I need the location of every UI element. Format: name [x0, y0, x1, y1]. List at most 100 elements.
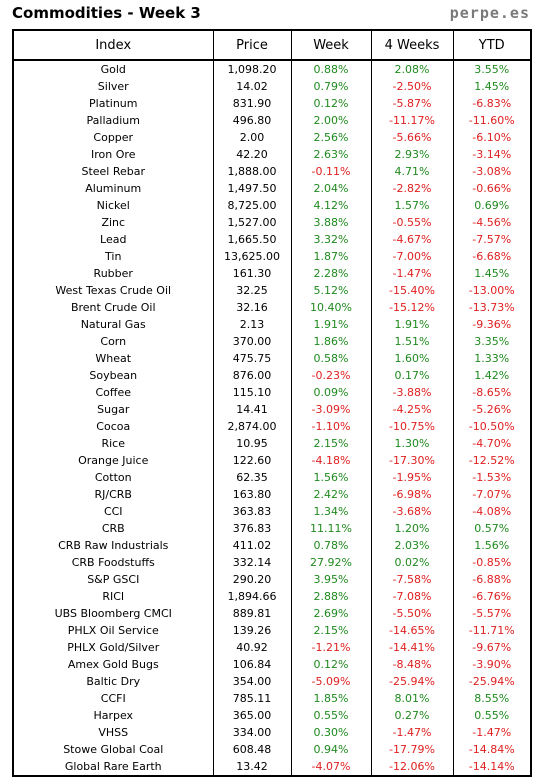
table-row: Stowe Global Coal 608.48 0.94% -17.79% -14.8… [12, 741, 532, 758]
column-header-index: Index [12, 30, 214, 61]
week-cell: 0.94% [290, 741, 372, 758]
table-row: Tin 13,625.00 1.87% -7.00% -6.68% [12, 248, 532, 265]
index-cell: Iron Ore [12, 146, 214, 163]
table-row: Global Rare Earth 13.42 -4.07% -12.06% -14.1… [12, 758, 532, 776]
week-cell: 2.63% [290, 146, 372, 163]
table-row: Brent Crude Oil 32.16 10.40% -15.12% -13.73% [12, 299, 532, 316]
ytd-cell: -0.85% [452, 554, 532, 571]
table-row: Orange Juice 122.60 -4.18% -17.30% -12.52% [12, 452, 532, 469]
index-cell: Harpex [12, 707, 214, 724]
price-cell: 889.81 [212, 605, 292, 622]
four-weeks-cell: -3.68% [370, 503, 454, 520]
week-cell: 2.42% [290, 486, 372, 503]
price-cell: 32.16 [212, 299, 292, 316]
price-cell: 2.00 [212, 129, 292, 146]
table-row: CCI 363.83 1.34% -3.68% -4.08% [12, 503, 532, 520]
ytd-cell: -6.10% [452, 129, 532, 146]
table-row: Lead 1,665.50 3.32% -4.67% -7.57% [12, 231, 532, 248]
four-weeks-cell: -2.82% [370, 180, 454, 197]
four-weeks-cell: -3.88% [370, 384, 454, 401]
week-cell: 2.88% [290, 588, 372, 605]
week-cell: 2.15% [290, 622, 372, 639]
week-cell: 1.56% [290, 469, 372, 486]
four-weeks-cell: -6.98% [370, 486, 454, 503]
four-weeks-cell: -1.95% [370, 469, 454, 486]
ytd-cell: -1.53% [452, 469, 532, 486]
four-weeks-cell: -12.06% [370, 758, 454, 776]
four-weeks-cell: -1.47% [370, 724, 454, 741]
index-cell: Wheat [12, 350, 214, 367]
four-weeks-cell: -17.30% [370, 452, 454, 469]
four-weeks-cell: 0.27% [370, 707, 454, 724]
week-cell: -1.10% [290, 418, 372, 435]
ytd-cell: 1.56% [452, 537, 532, 554]
price-cell: 365.00 [212, 707, 292, 724]
index-cell: Gold [12, 60, 214, 78]
price-cell: 106.84 [212, 656, 292, 673]
table-body: Gold 1,098.20 0.88% 2.08% 3.55% Silver 14.02 0.… [12, 60, 532, 776]
price-cell: 332.14 [212, 554, 292, 571]
week-cell: -3.09% [290, 401, 372, 418]
ytd-cell: -6.68% [452, 248, 532, 265]
table-row: Natural Gas 2.13 1.91% 1.91% -9.36% [12, 316, 532, 333]
ytd-cell: -4.08% [452, 503, 532, 520]
index-cell: Platinum [12, 95, 214, 112]
ytd-cell: -3.14% [452, 146, 532, 163]
four-weeks-cell: 2.03% [370, 537, 454, 554]
ytd-cell: 1.42% [452, 367, 532, 384]
ytd-cell: -6.88% [452, 571, 532, 588]
price-cell: 354.00 [212, 673, 292, 690]
week-cell: -0.23% [290, 367, 372, 384]
index-cell: Aluminum [12, 180, 214, 197]
ytd-cell: 0.69% [452, 197, 532, 214]
price-cell: 40.92 [212, 639, 292, 656]
price-cell: 14.41 [212, 401, 292, 418]
four-weeks-cell: -15.12% [370, 299, 454, 316]
price-cell: 876.00 [212, 367, 292, 384]
column-header-4-weeks: 4 Weeks [370, 30, 454, 61]
ytd-cell: -13.73% [452, 299, 532, 316]
index-cell: CRB [12, 520, 214, 537]
index-cell: Baltic Dry [12, 673, 214, 690]
table-row: RJ/CRB 163.80 2.42% -6.98% -7.07% [12, 486, 532, 503]
week-cell: 10.40% [290, 299, 372, 316]
week-cell: 1.34% [290, 503, 372, 520]
price-cell: 475.75 [212, 350, 292, 367]
week-cell: 2.15% [290, 435, 372, 452]
column-header-price: Price [212, 30, 292, 61]
index-cell: Lead [12, 231, 214, 248]
four-weeks-cell: 1.60% [370, 350, 454, 367]
ytd-cell: -5.26% [452, 401, 532, 418]
table-row: Corn 370.00 1.86% 1.51% 3.35% [12, 333, 532, 350]
ytd-cell: -7.07% [452, 486, 532, 503]
four-weeks-cell: 2.93% [370, 146, 454, 163]
ytd-cell: 1.45% [452, 265, 532, 282]
ytd-cell: 1.33% [452, 350, 532, 367]
table-row: Rice 10.95 2.15% 1.30% -4.70% [12, 435, 532, 452]
price-cell: 376.83 [212, 520, 292, 537]
ytd-cell: 0.55% [452, 707, 532, 724]
ytd-cell: -13.00% [452, 282, 532, 299]
week-cell: 1.85% [290, 690, 372, 707]
week-cell: -5.09% [290, 673, 372, 690]
table-row: CRB Foodstuffs 332.14 27.92% 0.02% -0.85% [12, 554, 532, 571]
ytd-cell: -3.90% [452, 656, 532, 673]
four-weeks-cell: -8.48% [370, 656, 454, 673]
index-cell: Cocoa [12, 418, 214, 435]
four-weeks-cell: -25.94% [370, 673, 454, 690]
week-cell: 5.12% [290, 282, 372, 299]
index-cell: CCFI [12, 690, 214, 707]
ytd-cell: -9.36% [452, 316, 532, 333]
four-weeks-cell: -5.50% [370, 605, 454, 622]
price-cell: 496.80 [212, 112, 292, 129]
ytd-cell: -7.57% [452, 231, 532, 248]
index-cell: CRB Raw Industrials [12, 537, 214, 554]
four-weeks-cell: -4.25% [370, 401, 454, 418]
price-cell: 122.60 [212, 452, 292, 469]
four-weeks-cell: 8.01% [370, 690, 454, 707]
four-weeks-cell: 2.08% [370, 60, 454, 78]
week-cell: 2.00% [290, 112, 372, 129]
ytd-cell: -25.94% [452, 673, 532, 690]
commodities-table: Index Price Week 4 Weeks YTD Gold 1,098.2… [12, 29, 532, 777]
